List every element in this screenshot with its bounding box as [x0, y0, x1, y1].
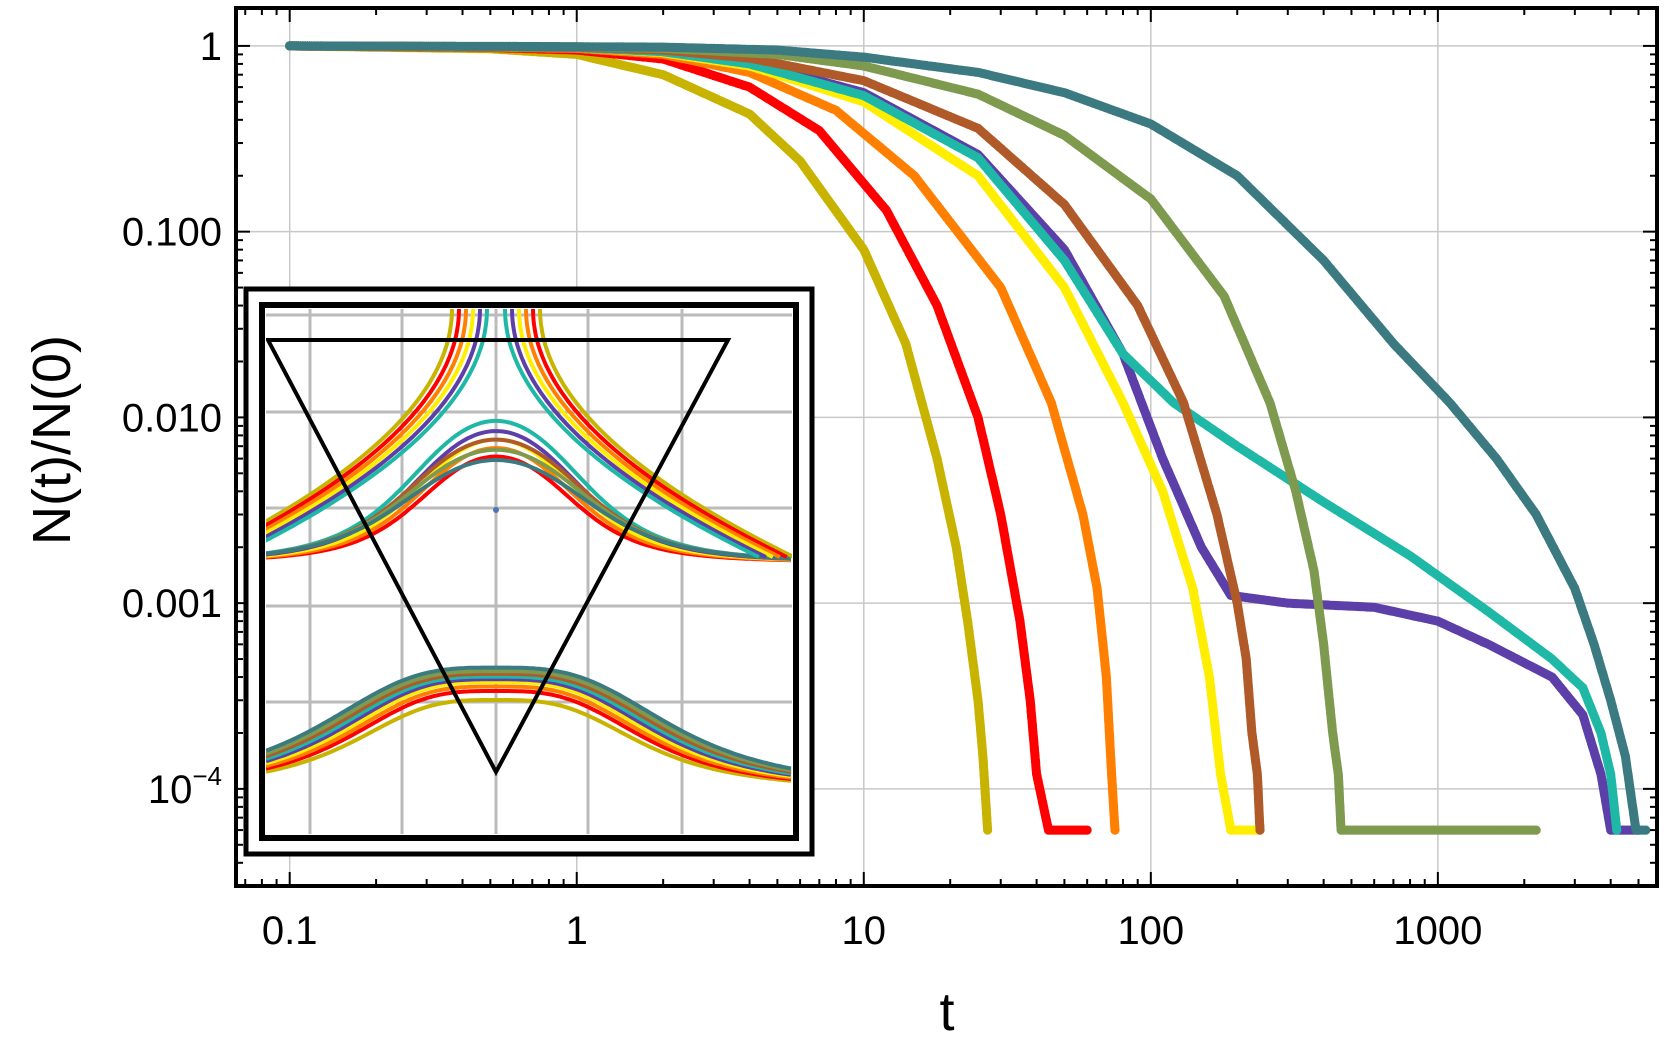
data-point [1255, 825, 1265, 835]
data-series [285, 41, 1651, 835]
data-point [1612, 825, 1622, 835]
data-point [983, 825, 993, 835]
data-point [1110, 825, 1120, 835]
data-point [1082, 825, 1092, 835]
